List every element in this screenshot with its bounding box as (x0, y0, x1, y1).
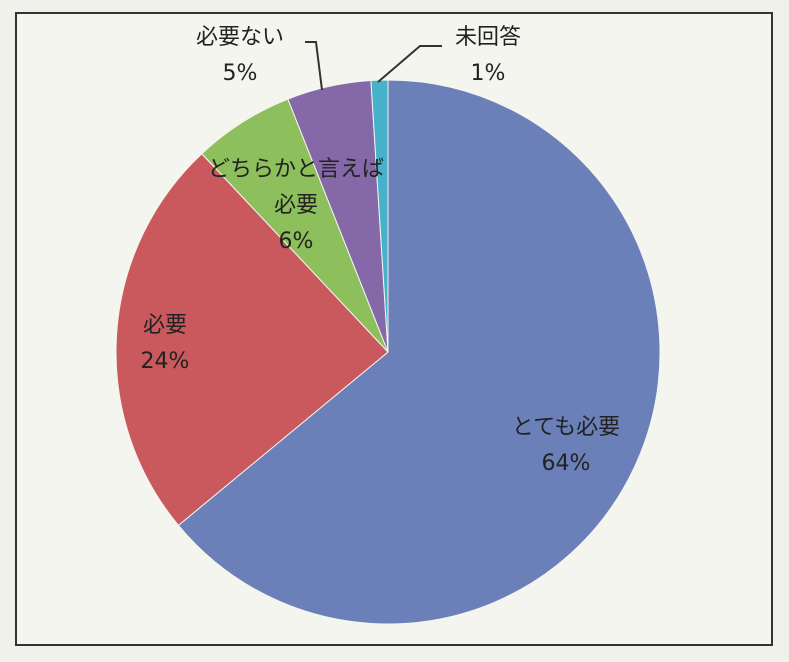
slice-label: 必要ない 5% (165, 20, 315, 92)
value-label: 1% (470, 61, 506, 86)
category-label: とても必要 (511, 415, 621, 440)
slice-label: 未回答 1% (428, 20, 548, 92)
leader-line (305, 41, 323, 91)
category-label: 必要ない (195, 25, 284, 50)
value-label: 5% (222, 61, 258, 86)
leader-line (377, 45, 442, 83)
value-label: 64% (541, 451, 591, 476)
slice-label: とても必要 64% (486, 410, 646, 482)
value-label: 6% (278, 229, 314, 254)
slice-label: どちらかと言えば必要 6% (201, 152, 391, 260)
pie-slice (115, 153, 389, 527)
category-label: 必要 (142, 313, 187, 338)
category-label: どちらかと言えば必要 (207, 157, 384, 218)
pie-slice (177, 79, 661, 625)
value-label: 24% (140, 349, 190, 374)
slice-label: 必要 24% (115, 308, 215, 380)
category-label: 未回答 (454, 25, 521, 50)
